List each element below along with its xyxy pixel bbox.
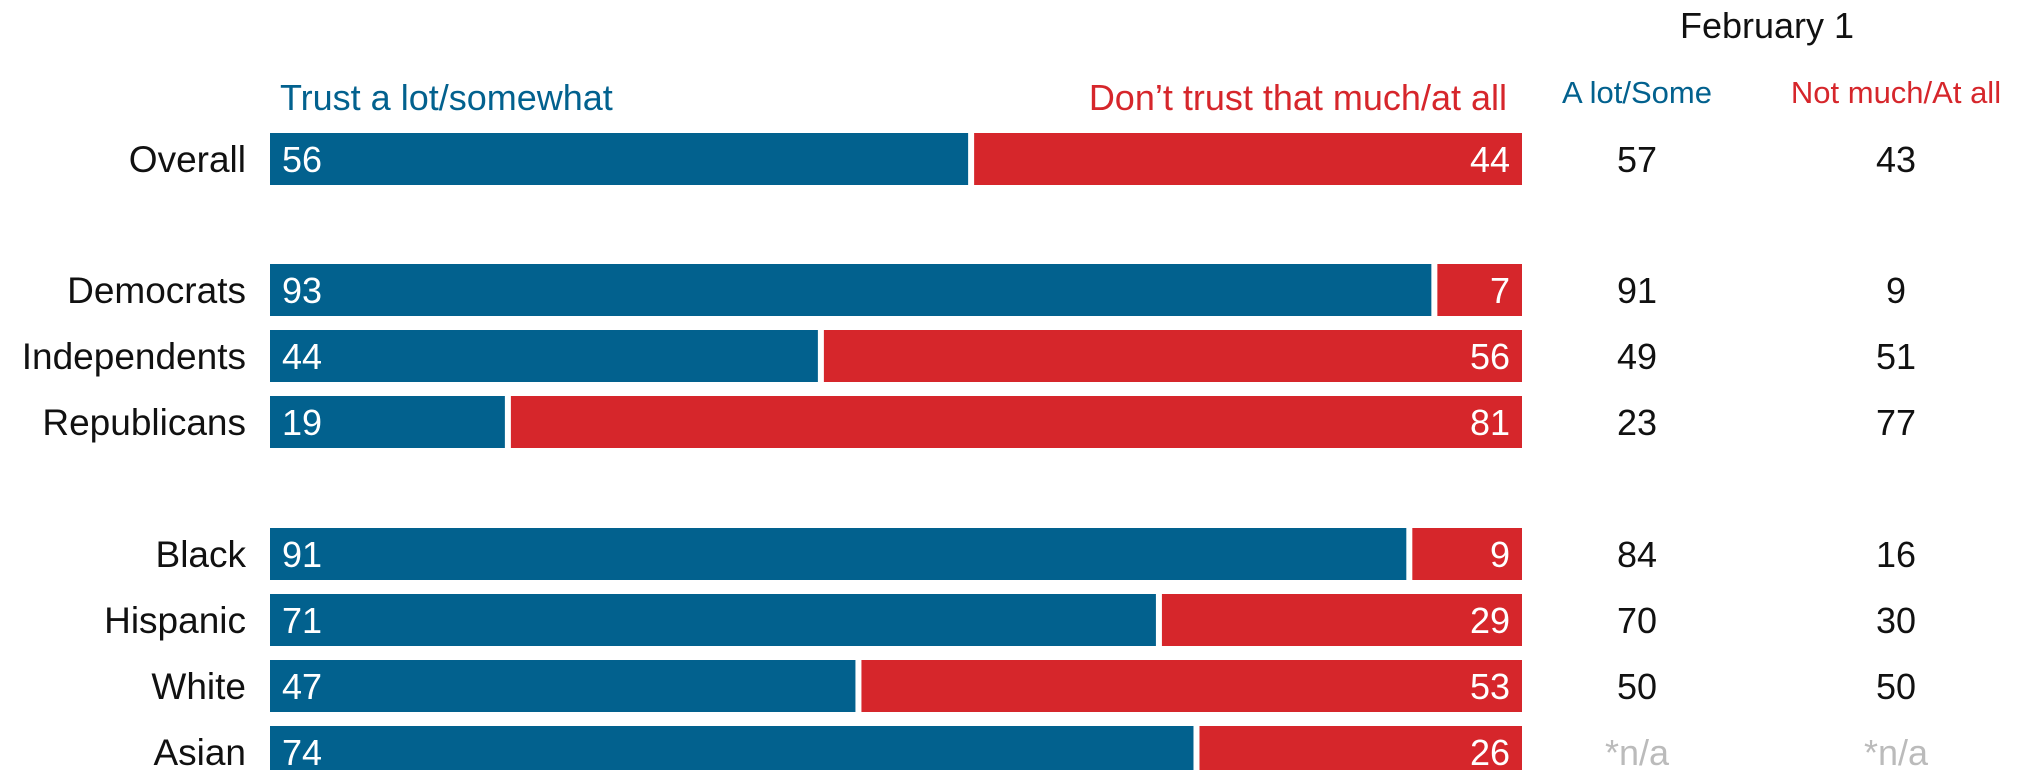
comparison-column-trust: A lot/Some [1562, 75, 1712, 110]
bar-trust-democrats [270, 264, 1432, 316]
data-label-trust-independents: 44 [282, 336, 322, 377]
table-value-trust-republicans: 23 [1617, 402, 1657, 443]
bar-distrust-independents [823, 330, 1522, 382]
legend-distrust-label: Don’t trust that much/at all [1089, 77, 1507, 118]
comparison-table-title: February 1 [1680, 5, 1854, 46]
table-value-trust-black: 84 [1617, 534, 1657, 575]
comparison-column-distrust: Not much/At all [1791, 75, 2001, 110]
category-label-democrats: Democrats [67, 270, 246, 311]
table-value-trust-hispanic: 70 [1617, 600, 1657, 641]
bar-row-independents: Independents 44 56 49 51 [22, 330, 1916, 382]
bar-distrust-asian [1199, 726, 1522, 770]
category-label-overall: Overall [129, 139, 246, 180]
data-label-distrust-overall: 44 [1470, 139, 1510, 180]
bar-row-hispanic: Hispanic 71 29 70 30 [104, 594, 1916, 646]
data-label-distrust-democrats: 7 [1490, 270, 1510, 311]
bar-trust-white [270, 660, 856, 712]
category-label-black: Black [156, 534, 247, 575]
bar-distrust-hispanic [1161, 594, 1522, 646]
table-value-distrust-independents: 51 [1876, 336, 1916, 377]
bar-distrust-black [1412, 528, 1522, 580]
table-value-trust-asian: *n/a [1605, 732, 1670, 770]
comparison-table-header: February 1 A lot/Some Not much/At all [1562, 5, 2001, 110]
category-label-hispanic: Hispanic [104, 600, 246, 641]
table-value-distrust-democrats: 9 [1886, 270, 1906, 311]
data-label-trust-democrats: 93 [282, 270, 322, 311]
data-label-distrust-asian: 26 [1470, 732, 1510, 770]
bar-row-black: Black 91 9 84 16 [156, 528, 1916, 580]
table-value-distrust-white: 50 [1876, 666, 1916, 707]
bar-distrust-democrats [1437, 264, 1522, 316]
bar-trust-overall [270, 133, 969, 185]
bar-trust-black [270, 528, 1407, 580]
bar-distrust-white [861, 660, 1522, 712]
category-label-asian: Asian [153, 732, 246, 770]
bar-row-overall: Overall 56 44 57 43 [129, 133, 1916, 185]
bar-row-democrats: Democrats 93 7 91 9 [67, 264, 1906, 316]
data-label-trust-white: 47 [282, 666, 322, 707]
bar-row-republicans: Republicans 19 81 23 77 [42, 396, 1916, 448]
bar-trust-republicans [270, 396, 505, 448]
table-value-distrust-asian: *n/a [1864, 732, 1929, 770]
data-label-trust-black: 91 [282, 534, 322, 575]
category-label-republicans: Republicans [42, 402, 246, 443]
bar-trust-asian [270, 726, 1194, 770]
bar-row-white: White 47 53 50 50 [151, 660, 1916, 712]
table-value-trust-white: 50 [1617, 666, 1657, 707]
data-label-distrust-hispanic: 29 [1470, 600, 1510, 641]
bar-trust-independents [270, 330, 818, 382]
table-value-distrust-hispanic: 30 [1876, 600, 1916, 641]
data-label-trust-asian: 74 [282, 732, 322, 770]
legend: Trust a lot/somewhat Don’t trust that mu… [280, 77, 1507, 118]
data-label-distrust-republicans: 81 [1470, 402, 1510, 443]
category-label-independents: Independents [22, 336, 246, 377]
legend-trust-label: Trust a lot/somewhat [280, 77, 613, 118]
data-label-distrust-black: 9 [1490, 534, 1510, 575]
category-label-white: White [151, 666, 246, 707]
table-value-distrust-black: 16 [1876, 534, 1916, 575]
bar-distrust-overall [974, 133, 1522, 185]
data-label-trust-hispanic: 71 [282, 600, 322, 641]
table-value-distrust-republicans: 77 [1876, 402, 1916, 443]
bar-row-asian: Asian 74 26 *n/a *n/a [153, 726, 1929, 770]
table-value-trust-democrats: 91 [1617, 270, 1657, 311]
data-label-distrust-independents: 56 [1470, 336, 1510, 377]
bar-trust-hispanic [270, 594, 1156, 646]
table-value-trust-independents: 49 [1617, 336, 1657, 377]
data-label-trust-republicans: 19 [282, 402, 322, 443]
table-value-trust-overall: 57 [1617, 139, 1657, 180]
bar-distrust-republicans [510, 396, 1522, 448]
data-label-trust-overall: 56 [282, 139, 322, 180]
table-value-distrust-overall: 43 [1876, 139, 1916, 180]
data-label-distrust-white: 53 [1470, 666, 1510, 707]
